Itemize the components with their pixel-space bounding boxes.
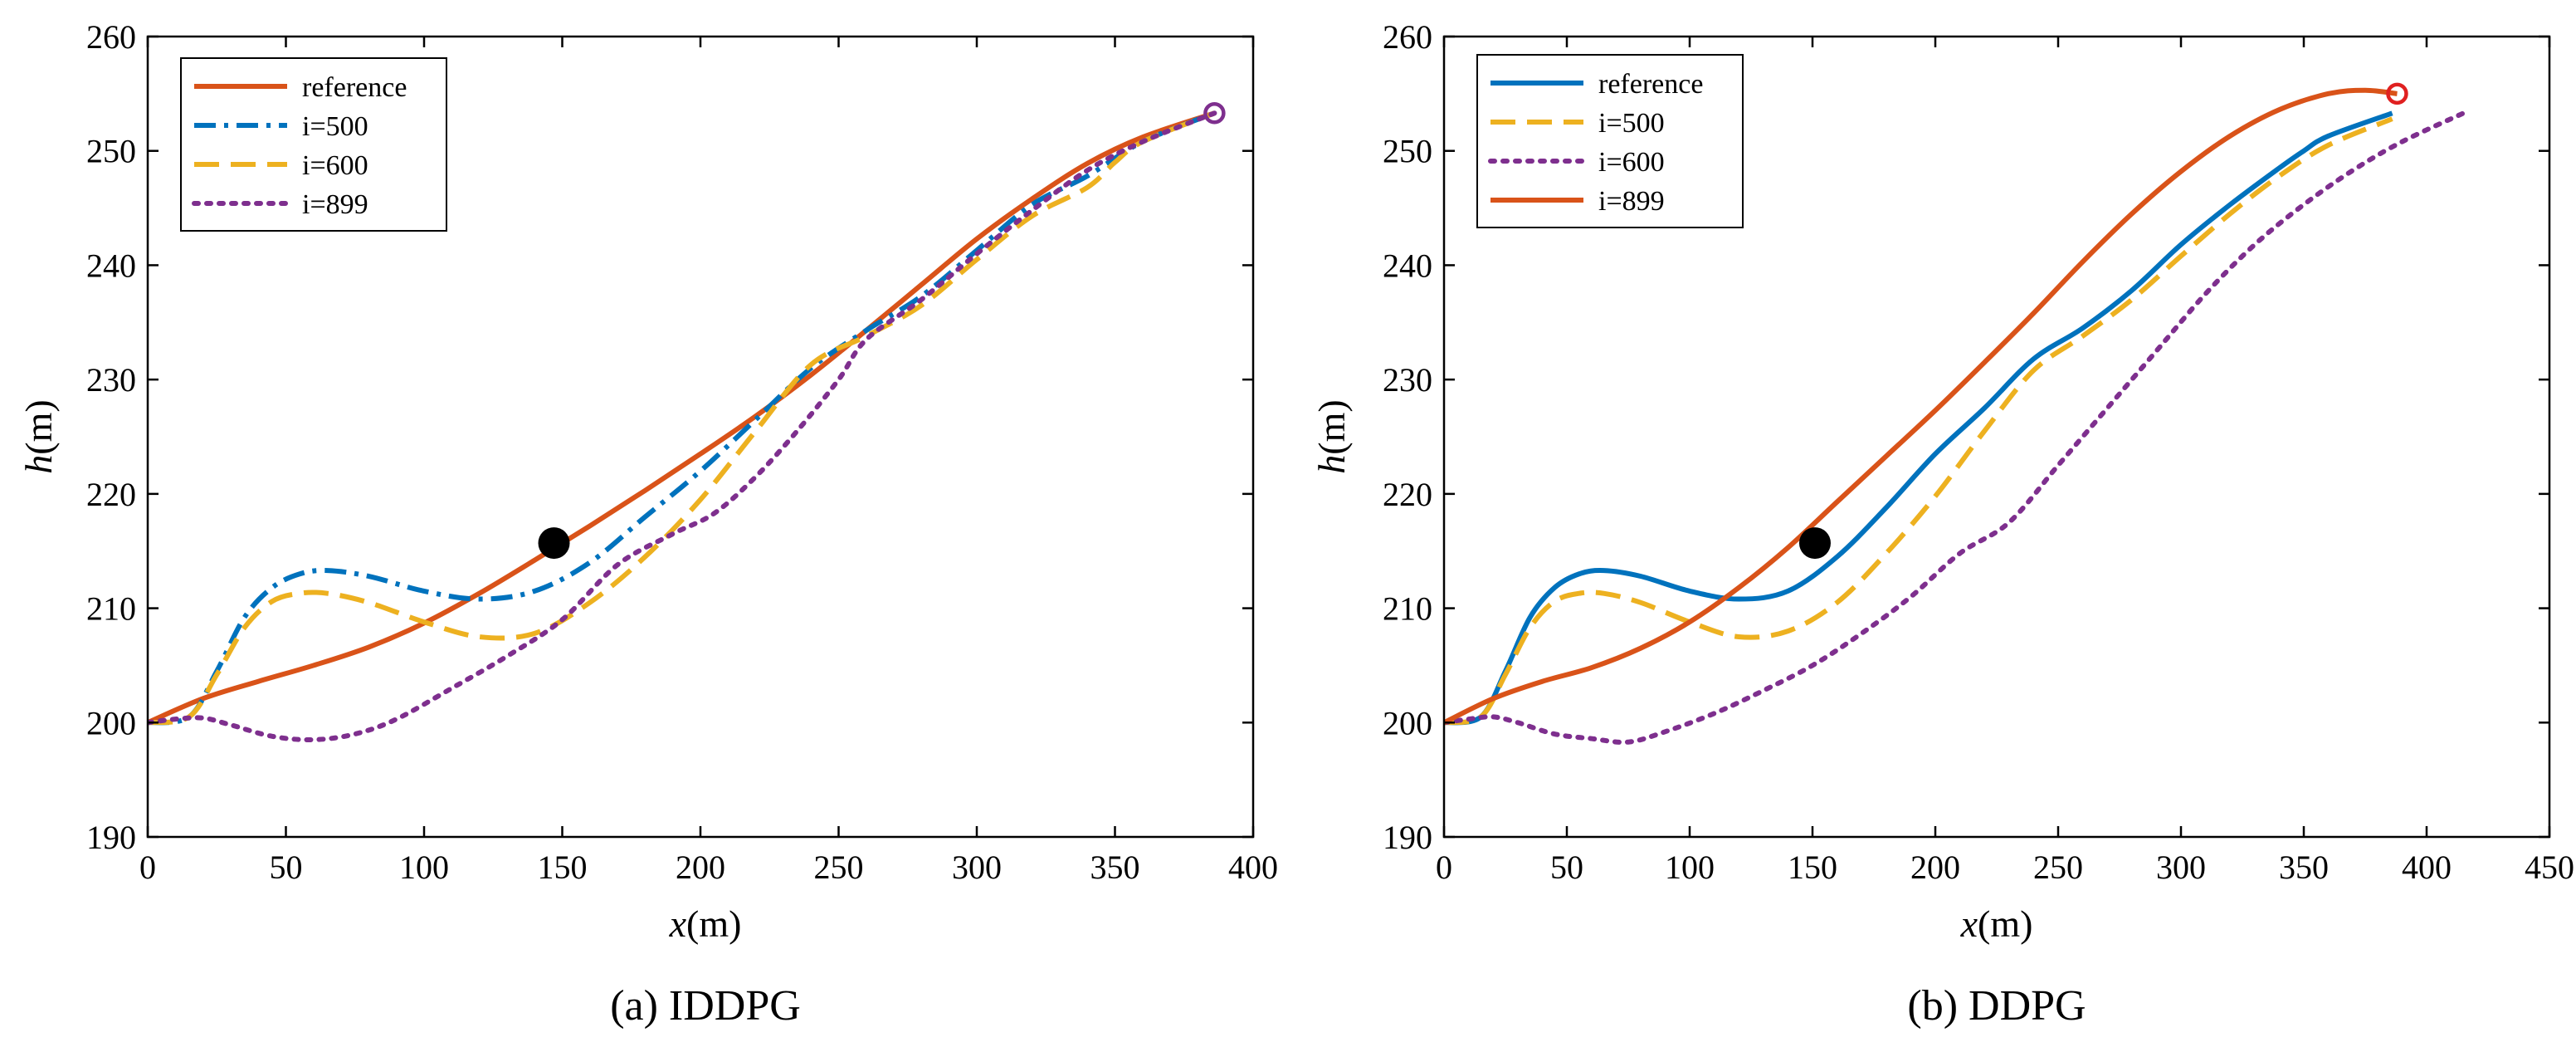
panel-a-x-tick-label: 150 (538, 849, 588, 886)
panel-b-series-i-500 (1444, 116, 2393, 726)
panel-a-x-tick-label: 100 (399, 849, 449, 886)
panel-a-plot-area: 0 50 100 150 200 250 300 350 400 190 200 210 220 230 2… (86, 18, 1278, 886)
panel-b-endpoint-marker (2386, 82, 2408, 105)
panel-a-y-tick-label: 220 (86, 476, 136, 513)
panel-a-legend: reference i=500 i=600 i=899 (180, 57, 447, 232)
panel-b-switch-point-marker (1798, 527, 1831, 560)
panel-b-x-tick-label: 200 (1910, 849, 1960, 886)
panel-a-x-axis-label: x(m) (669, 903, 742, 945)
panel-b-x-tick-label: 0 (1436, 849, 1452, 886)
panel-a-x-tick-label: 250 (814, 849, 864, 886)
panel-b-series-group (1444, 87, 2466, 745)
panel-a-y-axis-var: h (17, 455, 60, 474)
panel-a-series-i-500 (148, 110, 1216, 726)
panel-a-y-tick-label: 190 (86, 819, 136, 856)
panel-b-x-tick-label: 250 (2033, 849, 2083, 886)
panel-b-series-reference (1444, 110, 2393, 726)
panel-b-y-axis-unit: (m) (1310, 399, 1353, 454)
panel-b-x-tick-label: 350 (2279, 849, 2329, 886)
panel-b-y-tick-label: 220 (1383, 476, 1432, 513)
panel-b-series-i-899 (1444, 87, 2398, 725)
panel-a-x-tick-label: 350 (1090, 849, 1140, 886)
panel-a-x-tick-label: 0 (139, 849, 156, 886)
panel-a-y-tick-label: 240 (86, 247, 136, 284)
panel-a-y-tick-label: 250 (86, 133, 136, 170)
panel-b-x-axis-var: x (1960, 903, 1978, 945)
panel-b-x-tick-label: 450 (2525, 849, 2574, 886)
panel-a-legend-label-reference: reference (302, 72, 407, 103)
panel-b-plot-area: 0 50 100 150 200 250 300 350 400 450 190 200 210 220 2… (1383, 18, 2574, 886)
panel-b-x-tick-label: 150 (1788, 849, 1837, 886)
panel-a-series-i-899 (148, 110, 1217, 743)
panel-b-legend-label-reference: reference (1598, 69, 1703, 100)
panel-a-x-tick-label: 400 (1228, 849, 1278, 886)
panel-b-series-i-600 (1444, 110, 2466, 745)
panel-b-legend: reference i=500 i=600 i=899 (1476, 54, 1744, 228)
panel-a-series-i-600 (148, 110, 1216, 726)
panel-b-y-tick-label: 240 (1383, 247, 1432, 284)
panel-b-ddpg: 0 50 100 150 200 250 300 350 400 450 190 200 210 220 2… (1310, 18, 2574, 1030)
panel-a-legend-label-i-500: i=500 (302, 111, 368, 142)
panel-a-caption: (a) IDDPG (610, 982, 801, 1030)
panel-b-legend-label-i-899: i=899 (1598, 186, 1665, 217)
panel-b-x-tick-label: 300 (2156, 849, 2206, 886)
panel-b-axes-frame (1442, 35, 2551, 839)
panel-a-x-axis-unit: (m) (686, 903, 741, 945)
panel-b-y-tick-label: 250 (1383, 133, 1432, 170)
panel-a-x-axis-var: x (669, 903, 687, 945)
panel-a-legend-label-i-899: i=899 (302, 189, 368, 220)
panel-a-y-axis-label: h(m) (17, 399, 60, 473)
panel-a-y-axis-unit: (m) (17, 399, 60, 454)
panel-b-y-tick-label: 230 (1383, 361, 1432, 399)
panel-b-x-axis-label: x(m) (1960, 903, 2033, 945)
panel-a-y-tick-label: 200 (86, 704, 136, 741)
panel-a-x-tick-label: 200 (676, 849, 725, 886)
panel-b-x-tick-label: 100 (1665, 849, 1715, 886)
panel-b-y-axis-var: h (1310, 455, 1353, 474)
panel-b-legend-label-i-500: i=500 (1598, 108, 1665, 139)
panel-a-switch-point-marker (538, 527, 570, 560)
panel-b-y-tick-label: 190 (1383, 819, 1432, 856)
panel-b-x-tick-label: 50 (1550, 849, 1583, 886)
panel-a-y-tick-label: 230 (86, 361, 136, 399)
panel-a-legend-label-i-600: i=600 (302, 150, 368, 181)
panel-b-y-axis-label: h(m) (1310, 399, 1353, 473)
panel-a-endpoint-marker (1203, 102, 1226, 125)
panel-b-y-tick-label: 200 (1383, 704, 1432, 741)
panel-a-series-group (148, 110, 1217, 743)
panel-b-caption: (b) DDPG (1907, 982, 2086, 1030)
panel-a-y-tick-label: 210 (86, 590, 136, 628)
panel-a-series-reference (148, 110, 1216, 726)
panel-b-y-tick-label: 210 (1383, 590, 1432, 628)
panel-a-x-tick-label: 50 (270, 849, 303, 886)
panel-b-x-tick-label: 400 (2402, 849, 2452, 886)
panel-b-x-axis-unit: (m) (1978, 903, 2032, 945)
panel-a-iddpg: 0 50 100 150 200 250 300 350 400 190 200 210 220 230 2… (17, 18, 1278, 1030)
panel-b-y-tick-label: 260 (1383, 18, 1432, 56)
panel-a-x-tick-label: 300 (952, 849, 1002, 886)
panel-a-y-tick-label: 260 (86, 18, 136, 56)
panel-b-legend-label-i-600: i=600 (1598, 147, 1665, 178)
